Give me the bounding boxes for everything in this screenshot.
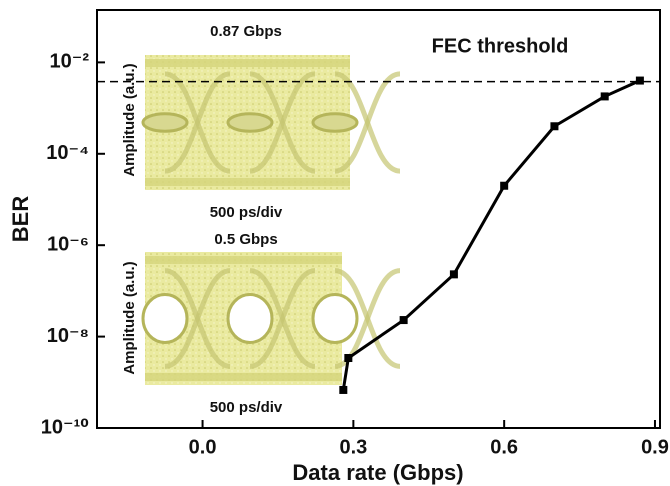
eye-opening <box>143 114 187 131</box>
threshold-label: FEC threshold <box>432 35 569 57</box>
data-point <box>400 316 408 324</box>
y-tick-label: 10⁻⁶ <box>47 233 89 255</box>
inset-y-label: Amplitude (a.u.) <box>121 261 138 374</box>
x-axis-label: Data rate (Gbps) <box>292 460 463 485</box>
eye-opening <box>228 114 272 131</box>
data-point <box>601 92 609 100</box>
eye-opening <box>143 295 187 343</box>
x-tick-label: 0.6 <box>490 436 518 458</box>
data-point <box>550 122 558 130</box>
y-tick-label: 10⁻⁸ <box>47 325 89 347</box>
eye-band <box>145 178 350 186</box>
data-point <box>500 182 508 190</box>
y-tick-label: 10⁻¹⁰ <box>41 416 89 438</box>
x-tick-label: 0.9 <box>641 436 669 458</box>
data-line <box>343 81 640 390</box>
data-point <box>636 77 644 85</box>
inset-x-label: 500 ps/div <box>210 204 283 221</box>
eye-band <box>145 256 342 264</box>
data-point <box>339 386 347 394</box>
eye-opening <box>228 295 272 343</box>
y-axis-label: BER <box>8 196 33 243</box>
inset-title: 0.87 Gbps <box>210 23 282 40</box>
x-tick-label: 0.0 <box>189 436 217 458</box>
chart: Data rate (Gbps) BER 0.87 Gbps 500 ps/div… <box>0 0 670 486</box>
data-point <box>344 354 352 362</box>
eye-opening <box>313 295 357 343</box>
data-point <box>450 270 458 278</box>
x-tick-label: 0.3 <box>339 436 367 458</box>
eye-band <box>145 59 350 67</box>
eye-diagram <box>143 252 400 385</box>
y-tick-label: 10⁻² <box>50 51 90 73</box>
inset-x-label: 500 ps/div <box>210 399 283 416</box>
inset-y-label: Amplitude (a.u.) <box>121 63 138 176</box>
eye-opening <box>313 114 357 131</box>
eye-band <box>145 373 342 381</box>
inset-title: 0.5 Gbps <box>214 231 277 248</box>
y-tick-label: 10⁻⁴ <box>46 142 89 164</box>
eye-diagram <box>143 55 400 190</box>
